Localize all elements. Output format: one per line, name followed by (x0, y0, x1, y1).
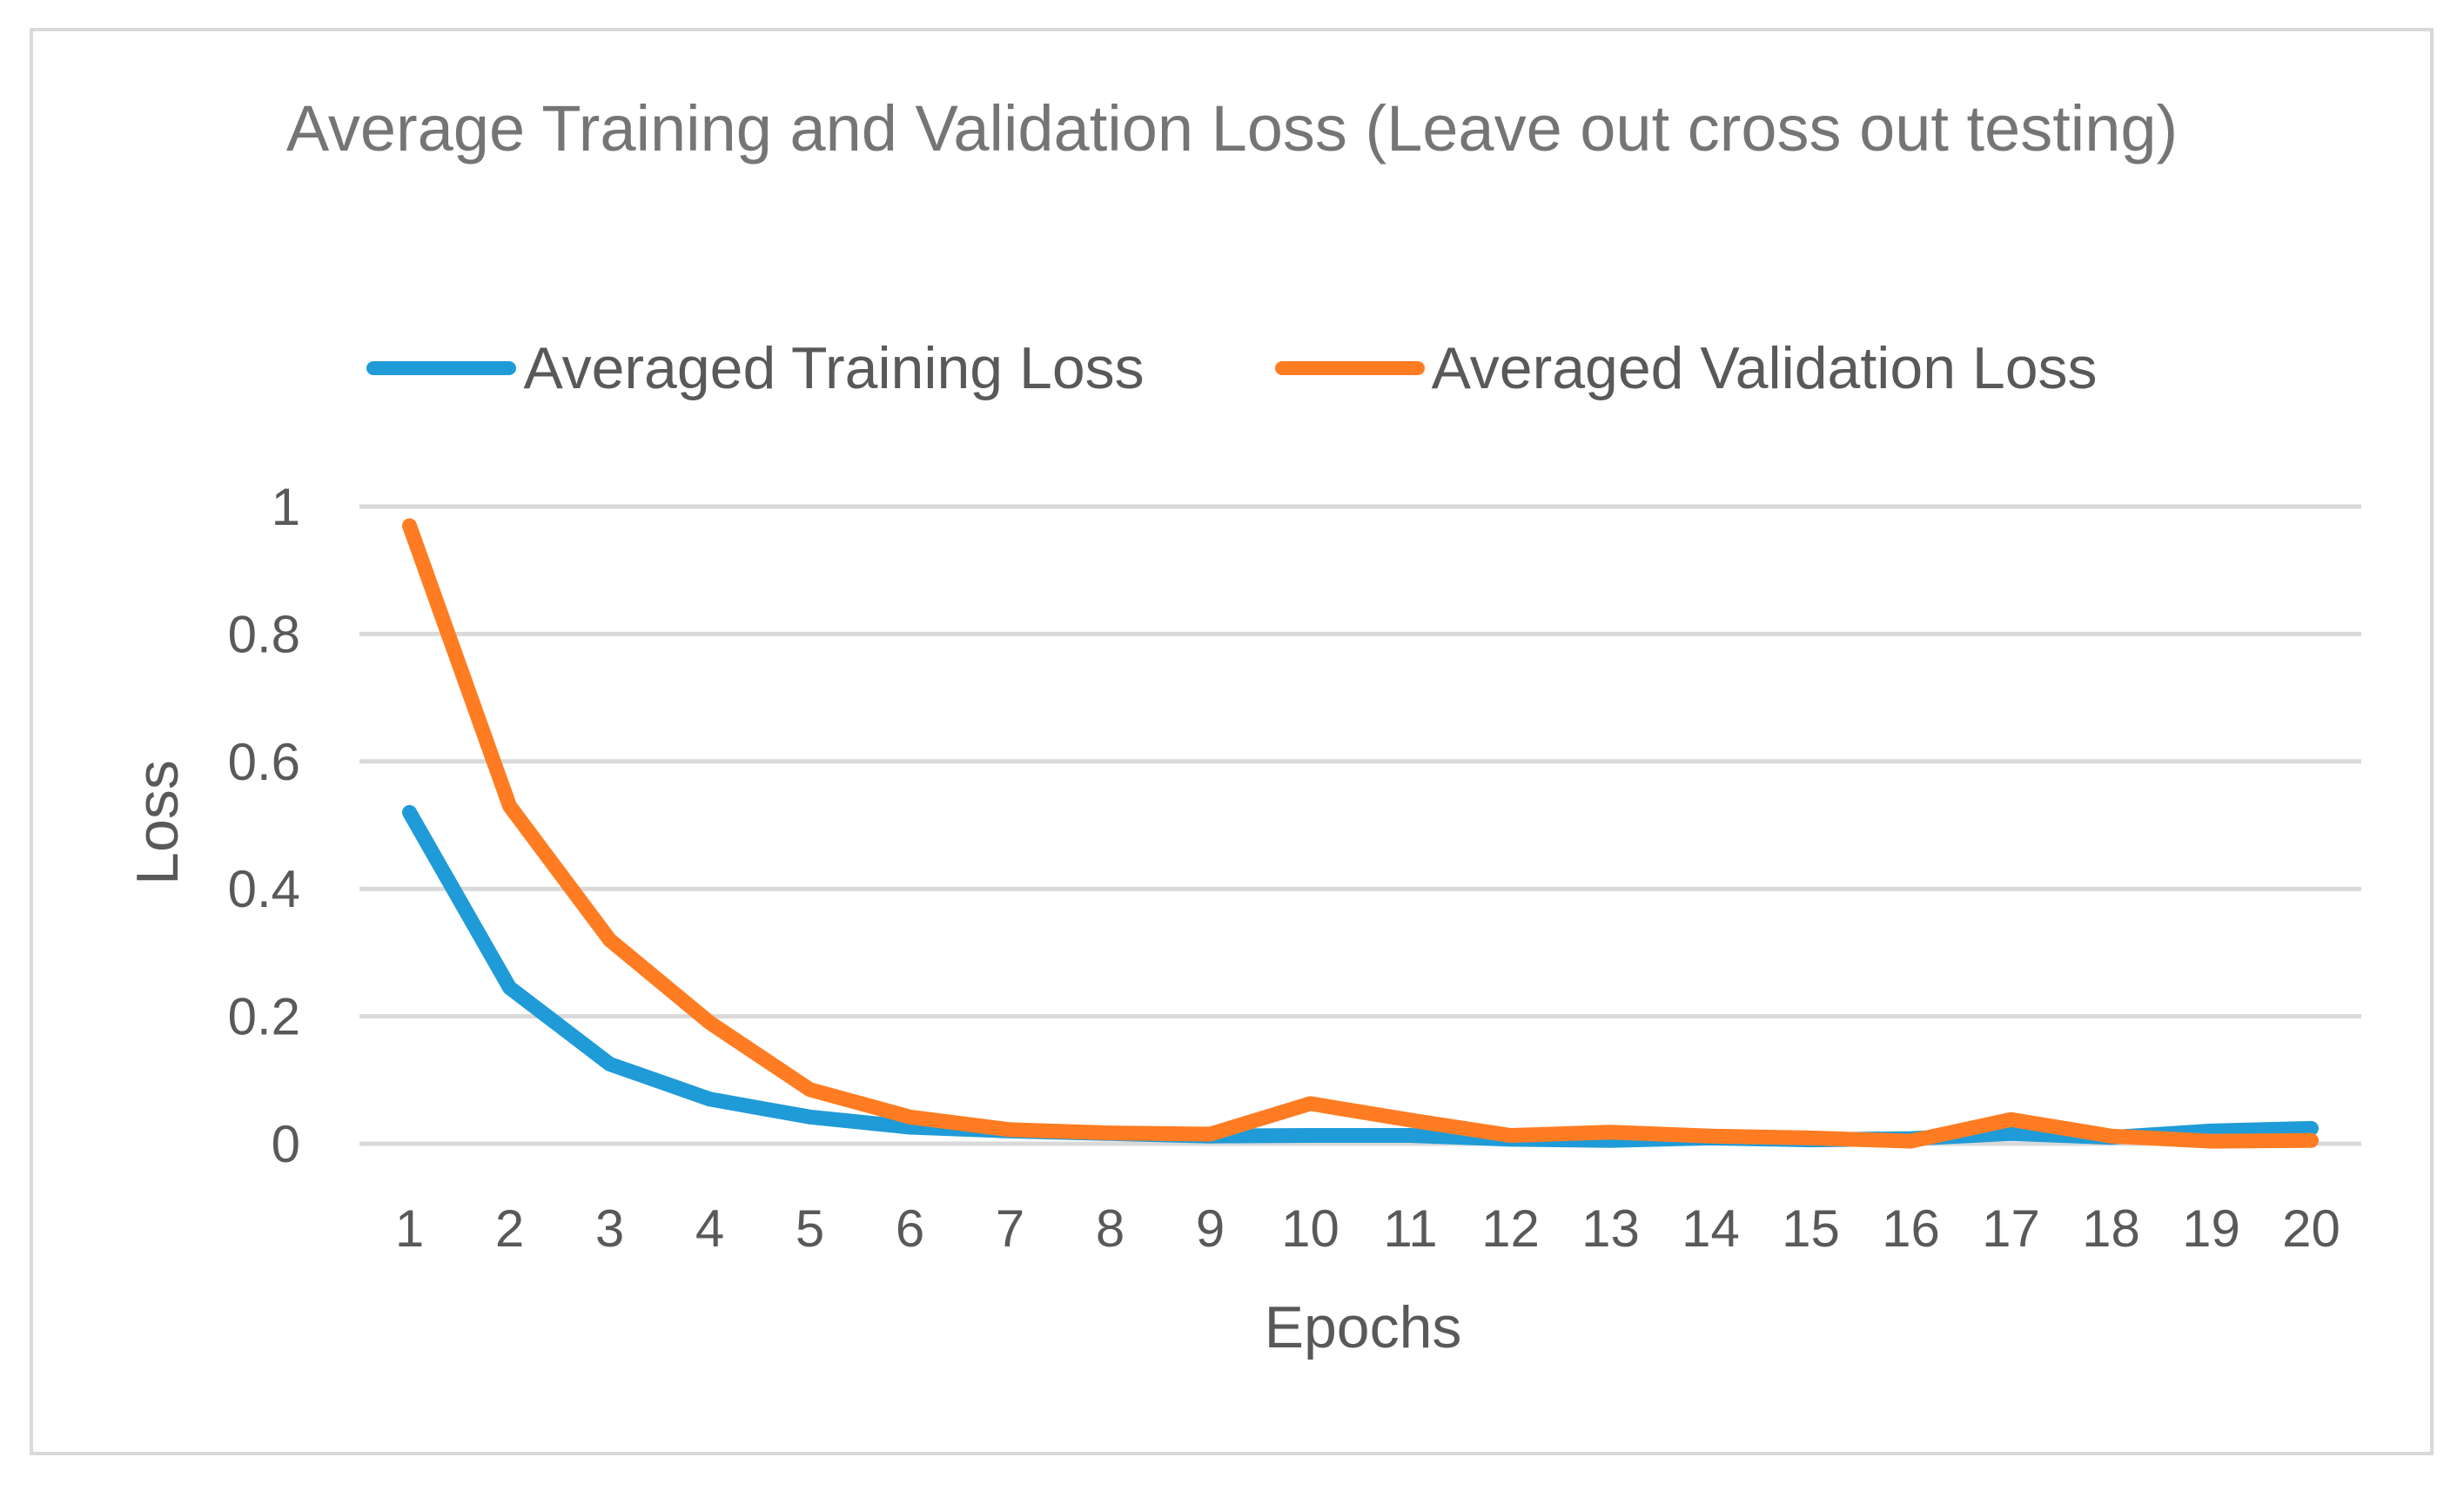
x-tick-label: 16 (1882, 1199, 1940, 1258)
chart-title-text: Average Training and Validation Loss (Le… (285, 92, 2179, 165)
x-tick-label: 18 (2082, 1199, 2140, 1258)
legend-label-training: Averaged Training Loss (523, 335, 1145, 401)
x-tick-label: 15 (1782, 1199, 1840, 1258)
x-tick-label: 5 (796, 1199, 824, 1258)
gridlines (359, 504, 2361, 1146)
x-tick-label: 14 (1682, 1199, 1740, 1258)
x-tick-label: 19 (2182, 1199, 2240, 1258)
y-tick-label: 0.4 (228, 860, 300, 918)
x-tick-label: 17 (1982, 1199, 2040, 1258)
x-tick-label: 10 (1281, 1199, 1339, 1258)
x-tick-label: 3 (595, 1199, 624, 1258)
training-loss-line (402, 804, 2319, 1148)
x-tick-label: 13 (1581, 1199, 1640, 1258)
x-tick-label: 12 (1481, 1199, 1540, 1258)
x-tick-label: 1 (395, 1199, 424, 1258)
x-tick-label: 6 (896, 1199, 924, 1258)
series-lines (402, 518, 2319, 1149)
chart-title: Average Training and Validation Loss (Le… (0, 87, 2464, 171)
legend: Averaged Training Loss Averaged Validati… (0, 329, 2464, 407)
legend-item-validation: Averaged Validation Loss (1274, 334, 2098, 402)
x-tick-label: 9 (1196, 1199, 1225, 1258)
legend-swatch-validation (1274, 361, 1425, 375)
chart-frame (30, 28, 2434, 1455)
legend-item-training: Averaged Training Loss (366, 334, 1145, 402)
y-axis-title: Loss (124, 760, 191, 885)
y-tick-label: 0.6 (228, 733, 300, 791)
y-tick-label: 0 (272, 1115, 300, 1173)
axis-labels: 00.20.40.60.811 2 3 4 5 6 7 8 9 10 11 12 13 14 15 16 17 1… (228, 478, 2340, 1258)
x-tick-label: 11 (1383, 1199, 1437, 1258)
x-tick-label: 8 (1096, 1199, 1125, 1258)
y-tick-label: 0.8 (228, 605, 300, 663)
y-tick-label: 1 (272, 478, 300, 536)
x-tick-label: 4 (695, 1199, 724, 1258)
x-axis-title: Epochs (1265, 1294, 1462, 1360)
legend-label-validation: Averaged Validation Loss (1431, 335, 2098, 401)
x-tick-label: 7 (996, 1199, 1024, 1258)
y-tick-label: 0.2 (228, 988, 300, 1046)
legend-swatch-training (366, 361, 517, 375)
validation-loss-line (402, 518, 2319, 1149)
x-tick-label: 2 (495, 1199, 524, 1258)
x-tick-label: 20 (2282, 1199, 2340, 1258)
